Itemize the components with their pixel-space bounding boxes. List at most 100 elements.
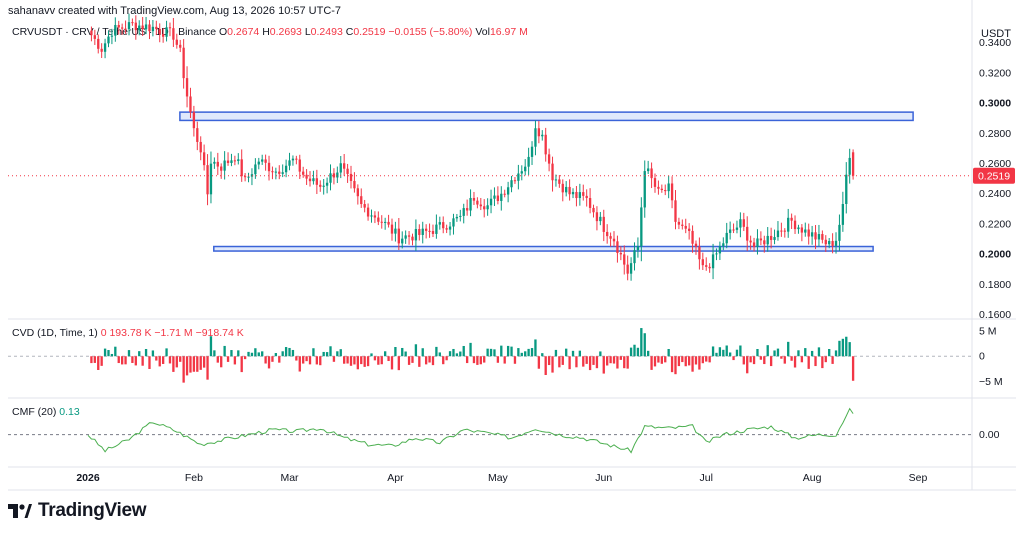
cvd-bar <box>773 350 776 357</box>
cvd-bar <box>578 350 582 357</box>
time-tick-label: Jun <box>595 472 612 484</box>
candle-body <box>711 254 715 269</box>
candle-body <box>602 216 605 232</box>
candle-body <box>138 25 141 31</box>
cvd-bar <box>353 356 356 365</box>
candle-body <box>223 160 226 171</box>
cmf-tick-label: 0.00 <box>979 429 1000 441</box>
cvd-bar <box>455 353 459 357</box>
cvd-bar <box>660 356 663 364</box>
cvd-bar <box>172 356 175 372</box>
candle-body <box>284 165 288 173</box>
price-tick-label: 0.2600 <box>979 158 1011 170</box>
candle-body <box>506 187 510 195</box>
candle-body <box>336 172 339 178</box>
candle-body <box>377 217 380 222</box>
candle-body <box>97 38 100 49</box>
candle-body <box>742 219 745 227</box>
cvd-bar <box>657 356 660 363</box>
candle-body <box>421 228 424 235</box>
candle-body <box>756 238 759 247</box>
candle-body <box>643 171 646 208</box>
cvd-bar <box>568 356 571 370</box>
cvd-bar <box>647 350 650 357</box>
candle-body <box>291 158 295 161</box>
cvd-bar <box>144 348 148 357</box>
support-zone[interactable] <box>213 245 874 252</box>
candle-body <box>397 228 400 244</box>
cvd-bar <box>790 356 793 361</box>
candle-body <box>383 221 387 223</box>
cvd-bar <box>701 356 704 364</box>
candle-body <box>773 237 776 240</box>
cvd-bar <box>462 345 465 357</box>
candle-body <box>247 176 250 178</box>
symbol-name[interactable]: CRVUSDT · CRV / TetherUS · 1D · Binance <box>12 26 217 38</box>
candle-body <box>483 206 486 210</box>
candle-body <box>739 219 742 228</box>
candle-body <box>370 215 373 217</box>
candle-body <box>202 152 206 166</box>
candle-body <box>547 154 551 164</box>
cvd-bar <box>527 348 530 357</box>
candle-body <box>694 243 698 247</box>
resistance-zone[interactable] <box>179 111 914 122</box>
cmf-name[interactable]: CMF (20) <box>12 406 57 418</box>
candle-body <box>616 241 619 253</box>
candle-body <box>110 35 114 37</box>
candle-body <box>332 173 336 178</box>
cvd-bar <box>220 356 223 368</box>
cvd-bar <box>305 356 308 362</box>
cvd-bar <box>114 346 117 357</box>
cvd-bar <box>595 356 599 369</box>
candle-body <box>117 24 120 28</box>
candle-body <box>278 171 281 174</box>
candle-body <box>192 112 196 129</box>
close-value: 0.2519 <box>353 26 386 38</box>
cvd-bar <box>448 351 452 357</box>
candle-body <box>161 33 165 37</box>
cvd-bar <box>175 356 178 368</box>
time-tick-label: Jul <box>700 472 713 484</box>
cvd-tick-label: 5 M <box>979 326 997 338</box>
cvd-bar <box>643 333 646 357</box>
cvd-bar <box>124 356 127 365</box>
cvd-value-3: −1.71 M <box>154 327 193 339</box>
cvd-bar <box>746 356 749 374</box>
candle-body <box>445 228 448 230</box>
candle-body <box>196 128 199 142</box>
candle-body <box>144 24 148 30</box>
candle-body <box>746 226 749 241</box>
cvd-name[interactable]: CVD (1D, Time, 1) <box>12 327 98 339</box>
cvd-bar <box>377 356 380 365</box>
cvd-bar <box>155 356 158 361</box>
cvd-value-4: −918.74 K <box>195 327 244 339</box>
cvd-bar <box>165 348 168 357</box>
cvd-bar <box>250 352 254 357</box>
price-tick-label: 0.3400 <box>979 37 1011 49</box>
candle-body <box>213 161 216 164</box>
cvd-bar <box>339 349 342 357</box>
cvd-bar <box>828 349 831 357</box>
cvd-bar <box>254 348 257 357</box>
price-tick-label: 0.2000 <box>979 249 1011 261</box>
candle-body <box>640 207 643 247</box>
candle-body <box>787 217 790 232</box>
time-tick-label: Feb <box>185 472 203 484</box>
time-tick-label: 2026 <box>76 472 100 484</box>
cvd-bar <box>418 356 421 367</box>
candle-body <box>667 183 670 192</box>
candle-body <box>619 252 623 255</box>
cvd-bar <box>664 356 667 363</box>
cmf-legend: CMF (20) 0.13 <box>12 406 80 418</box>
candle-body <box>800 227 804 233</box>
cvd-bar <box>797 350 800 357</box>
cvd-bar <box>489 348 493 357</box>
candle-body <box>346 168 349 174</box>
candle-body <box>657 186 660 189</box>
candle-body <box>298 159 301 172</box>
cmf-line <box>87 407 854 454</box>
cvd-bar <box>711 346 715 357</box>
cvd-bar <box>411 356 414 363</box>
